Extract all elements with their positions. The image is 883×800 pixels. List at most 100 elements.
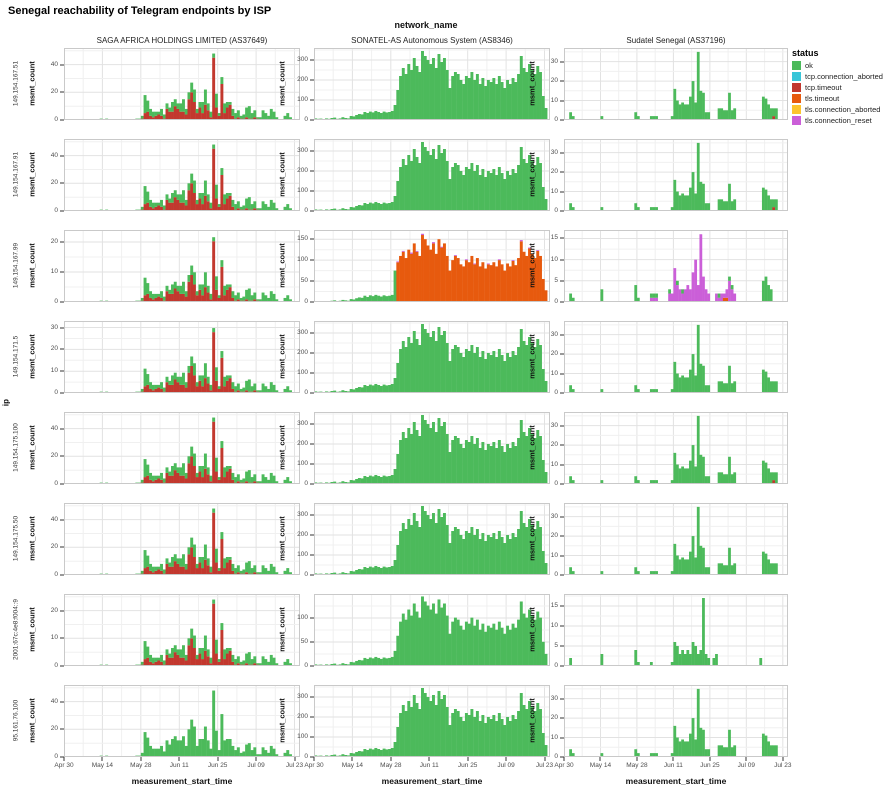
panel-r7-c0 — [64, 685, 300, 757]
y-tick-label: 5 — [554, 276, 558, 284]
y-tick-label: 10 — [550, 460, 558, 468]
x-tick-mark — [255, 757, 257, 761]
y-tick-mark — [60, 665, 64, 667]
y-tick-mark — [310, 238, 314, 240]
y-tick-mark — [310, 554, 314, 556]
y-tick-label: 10 — [550, 551, 558, 559]
y-tick-label: 100 — [297, 256, 308, 264]
x-tick-mark — [63, 757, 65, 761]
y-tick-mark — [560, 535, 564, 537]
panel-r5-c0 — [64, 503, 300, 575]
y-tick-label: 0 — [304, 389, 308, 396]
y-tick-label: 0 — [554, 389, 558, 396]
row-label-ip: 149.154.167.99 — [12, 242, 20, 289]
y-tick-mark — [560, 444, 564, 446]
x-tick-label: Jun 11 — [663, 762, 683, 769]
panel-r1-c0 — [64, 139, 300, 211]
panel-r6-c0 — [64, 594, 300, 666]
legend-item: tls.connection_aborted — [792, 105, 882, 114]
y-tick-mark — [60, 301, 64, 303]
panel-r0-c2 — [564, 48, 788, 120]
y-axis-title: msmt_count — [27, 516, 37, 561]
y-tick-mark — [310, 79, 314, 81]
panel-r6-c1 — [314, 594, 550, 666]
x-tick-mark — [467, 757, 469, 761]
y-tick-label: 30 — [550, 330, 558, 338]
y-tick-mark — [310, 301, 314, 303]
legend-item: tcp.timeout — [792, 83, 882, 92]
y-tick-mark — [60, 119, 64, 121]
facet-column-header-saga: SAGA AFRICA HOLDINGS LIMITED (AS37649) — [96, 36, 268, 45]
panel-r3-c2 — [564, 321, 788, 393]
y-axis-title: msmt_count — [277, 152, 287, 197]
y-tick-label: 100 — [297, 96, 308, 103]
x-tick-mark — [351, 757, 353, 761]
y-axis-title: msmt_count — [277, 425, 287, 470]
panel-r5-c1 — [314, 503, 550, 575]
y-tick-mark — [60, 519, 64, 521]
y-tick-label: 0 — [554, 480, 558, 487]
panel-r1-c1 — [314, 139, 550, 211]
legend-item-label: tcp.connection_aborted — [805, 72, 883, 81]
y-tick-mark — [310, 665, 314, 667]
y-tick-mark — [60, 370, 64, 372]
y-tick-label: 200 — [297, 713, 308, 720]
legend-swatch-tls.connection_aborted — [792, 105, 801, 114]
y-axis-title: msmt_count — [27, 698, 37, 743]
y-tick-label: 40 — [50, 515, 58, 523]
y-tick-mark — [60, 392, 64, 394]
y-tick-mark — [60, 546, 64, 548]
y-tick-mark — [560, 717, 564, 719]
row-label-ip: 149.154.167.51 — [12, 60, 20, 107]
y-tick-mark — [60, 610, 64, 612]
x-tick-label: Apr 30 — [54, 762, 74, 769]
legend-item: tcp.connection_aborted — [792, 72, 883, 81]
panel-r4-c0 — [64, 412, 300, 484]
legend-title: status — [792, 48, 819, 58]
y-tick-mark — [60, 327, 64, 329]
y-tick-label: 0 — [554, 753, 558, 760]
y-tick-mark — [60, 637, 64, 639]
y-tick-label: 10 — [550, 96, 558, 104]
y-tick-label: 0 — [54, 207, 58, 214]
y-axis-title: msmt_count — [27, 334, 37, 379]
y-tick-label: 20 — [50, 179, 58, 187]
y-tick-label: 10 — [50, 634, 58, 642]
y-tick-mark — [560, 210, 564, 212]
y-axis-title: msmt_count — [527, 607, 537, 652]
legend-swatch-ok — [792, 61, 801, 70]
y-tick-label: 150 — [297, 235, 308, 243]
y-tick-mark — [560, 334, 564, 336]
legend: status ok tcp.connection_aborted tcp.timeo… — [792, 48, 883, 127]
x-tick-label: Apr 30 — [304, 762, 324, 769]
row-label-ip: 149.154.167.91 — [12, 151, 20, 198]
x-tick-label: Jun 11 — [419, 762, 439, 769]
y-axis-title: msmt_count — [277, 61, 287, 106]
y-tick-mark — [60, 210, 64, 212]
panel-r6-c2 — [564, 594, 788, 666]
y-tick-label: 300 — [297, 329, 308, 336]
y-axis-title: msmt_count — [527, 425, 537, 470]
y-tick-mark — [310, 574, 314, 576]
y-tick-mark — [560, 516, 564, 518]
y-tick-label: 10 — [550, 187, 558, 195]
legend-item: tls.timeout — [792, 94, 882, 103]
y-tick-mark — [310, 534, 314, 536]
y-axis-title: msmt_count — [527, 152, 537, 197]
y-tick-label: 20 — [50, 543, 58, 551]
y-tick-label: 0 — [304, 116, 308, 123]
y-tick-label: 40 — [50, 697, 58, 705]
y-tick-mark — [310, 514, 314, 516]
y-tick-label: 40 — [50, 60, 58, 68]
x-tick-mark — [101, 757, 103, 761]
y-tick-label: 40 — [50, 424, 58, 432]
x-tick-label: May 28 — [380, 762, 402, 769]
y-tick-mark — [560, 392, 564, 394]
y-tick-mark — [560, 301, 564, 303]
facet-column-header-sudatel: Sudatel Senegal (AS37196) — [626, 36, 726, 45]
y-tick-label: 10 — [50, 367, 58, 375]
legend-item: ok — [792, 61, 882, 70]
y-tick-label: 0 — [304, 662, 308, 669]
x-tick-mark — [505, 757, 507, 761]
